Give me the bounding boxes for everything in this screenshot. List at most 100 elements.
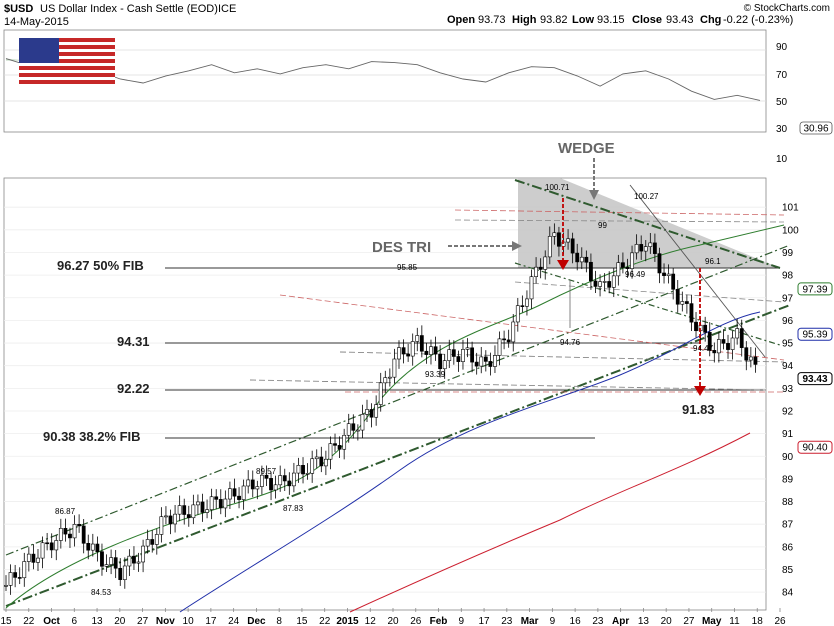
price-tick-label: 94 (782, 361, 794, 372)
x-tick-label: 24 (228, 616, 240, 626)
candle-body (264, 474, 269, 479)
candle-body (502, 338, 506, 341)
point-label: 100.71 (545, 183, 570, 192)
candle-body (680, 301, 685, 305)
point-label: 95.85 (397, 263, 418, 272)
ma-blue-line (179, 311, 761, 613)
rsi-tick-30: 30 (776, 124, 788, 135)
close-label: Close (632, 14, 662, 26)
arrow-down-icon (589, 190, 599, 200)
candle-body (739, 328, 744, 348)
candle-body (451, 349, 456, 357)
candle-body (552, 232, 557, 237)
point-label: 93.39 (425, 370, 446, 379)
candle-body (86, 543, 91, 551)
candle-body (4, 585, 8, 587)
candle-body (100, 551, 104, 567)
open-label: Open (447, 14, 475, 26)
candle-body (113, 557, 118, 569)
candle-body (424, 350, 429, 355)
candle-body (22, 561, 27, 579)
x-tick-label: 17 (478, 616, 490, 626)
candle-body (328, 443, 333, 460)
candle-body (392, 358, 397, 378)
candle-body (296, 465, 301, 474)
candle-body (493, 355, 497, 367)
x-tick-label: Dec (247, 616, 266, 626)
candle-body (506, 339, 511, 343)
candle-body (419, 335, 424, 352)
candle-body (351, 423, 356, 431)
x-axis: 15 22 Oct 6 13 20 27 Nov 10 17 24 Dec 8 15 22 2015 12 20 2… (0, 608, 786, 626)
arrow-right-icon (512, 241, 522, 251)
target-arrows (557, 198, 706, 396)
candle-body (488, 361, 493, 367)
x-tick-label: 20 (114, 616, 126, 626)
candle-body (579, 256, 584, 263)
x-tick-label: 13 (91, 616, 103, 626)
candle-body (36, 557, 40, 563)
copyright: © StockCharts.com (744, 3, 830, 14)
candle-body (378, 382, 383, 405)
candle-body (122, 565, 127, 580)
candle-body (442, 360, 447, 370)
candle-body (255, 486, 260, 490)
price-badge: 90.40 (797, 440, 833, 454)
candle-body (666, 273, 671, 276)
chart-date: 14-May-2015 (4, 16, 69, 28)
candle-body (250, 479, 255, 490)
exchange: ICE (218, 3, 236, 15)
candle-body (369, 409, 374, 418)
candle-body (726, 343, 730, 350)
des-tri-label: DES TRI (372, 239, 431, 256)
x-tick-label: Oct (43, 616, 60, 626)
candle-body (310, 458, 315, 474)
candle-body (287, 480, 292, 487)
candle-body (68, 533, 72, 539)
level-annotations: 96.27 50% FIB 94.31 92.22 90.38 38.2% FI… (43, 140, 715, 444)
rsi-tick-50: 50 (776, 97, 788, 108)
level-9431-label: 94.31 (117, 334, 150, 349)
x-tick-label: Apr (612, 616, 629, 626)
x-tick-label: 27 (683, 616, 695, 626)
candle-body (401, 347, 406, 355)
candle-body (744, 347, 749, 361)
price-tick-label: 85 (782, 565, 794, 576)
candle-body (63, 528, 68, 535)
candle-body (168, 515, 173, 525)
candle-body (95, 543, 100, 553)
candle-body (45, 542, 50, 545)
candle-body (346, 423, 351, 436)
rsi-line (5, 58, 761, 101)
candle-body (17, 577, 22, 579)
candle-body (323, 458, 328, 467)
candle-body (607, 281, 612, 288)
price-tick-label: 88 (782, 497, 794, 508)
x-tick-label: 6 (72, 616, 78, 626)
candle-body (232, 488, 237, 497)
x-tick-label: 9 (550, 616, 556, 626)
candle-body (721, 339, 726, 344)
candle-body (716, 339, 721, 354)
candle-body (593, 280, 598, 287)
point-label: 89.57 (256, 467, 277, 476)
candle-body (200, 501, 205, 513)
x-tick-label: Feb (430, 616, 448, 626)
candle-body (643, 246, 648, 252)
high-value: 93.82 (540, 14, 568, 26)
x-tick-label: 22 (23, 616, 35, 626)
candle-body (671, 273, 676, 290)
candle-body (438, 353, 443, 370)
candle-body (49, 542, 54, 551)
point-label: 84.53 (91, 588, 112, 597)
price-tick-label: 95 (782, 339, 794, 350)
candle-body (547, 236, 552, 258)
candle-body (474, 361, 479, 367)
candle-body (186, 514, 191, 519)
candle-body (109, 557, 114, 565)
candle-body (54, 540, 59, 551)
candle-body (132, 555, 136, 564)
candle-body (223, 498, 228, 509)
svg-text:93.43: 93.43 (802, 374, 827, 385)
